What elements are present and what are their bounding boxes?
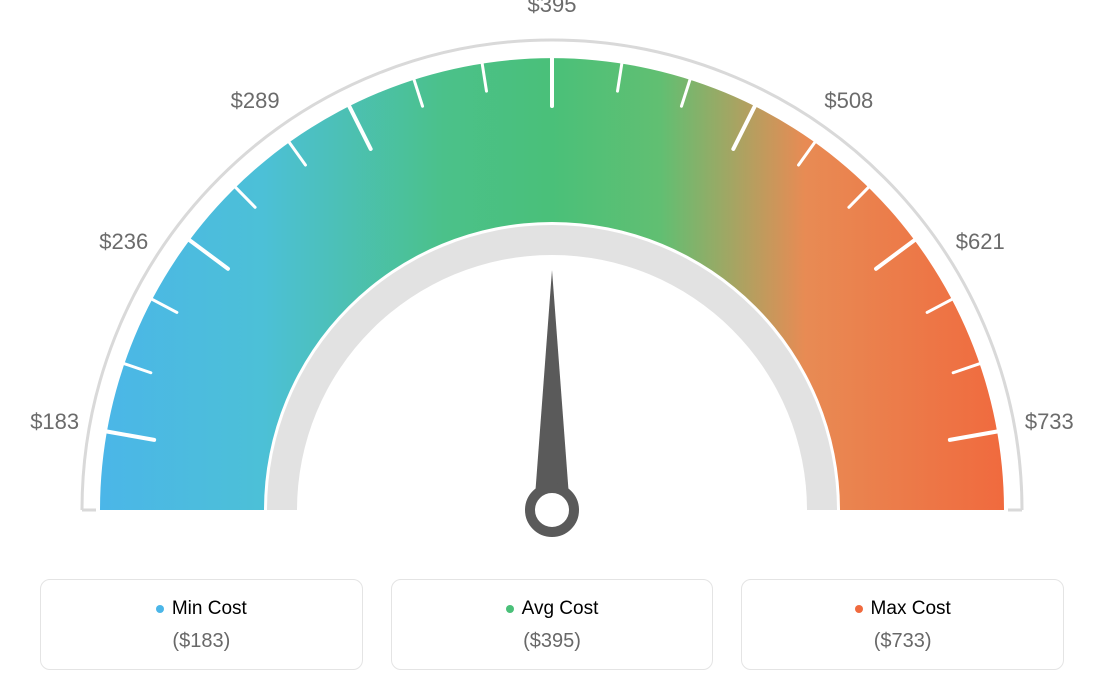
avg-cost-value: ($395) — [402, 630, 703, 653]
max-cost-bullet — [855, 605, 863, 613]
gauge-tick-label: $621 — [956, 229, 1005, 255]
gauge-tick-label: $395 — [528, 0, 577, 18]
gauge-chart: $183 $236 $289 $395 $508 $621 $733 — [0, 0, 1104, 560]
cost-cards-row: Min Cost ($183) Avg Cost ($395) Max Cost… — [40, 579, 1064, 670]
min-cost-bullet — [156, 605, 164, 613]
min-cost-label-row: Min Cost — [51, 598, 352, 620]
max-cost-label-row: Max Cost — [752, 598, 1053, 620]
gauge-tick-label: $733 — [1025, 409, 1074, 435]
avg-cost-label: Avg Cost — [522, 598, 599, 620]
gauge-tick-label: $183 — [30, 409, 79, 435]
gauge-svg — [0, 0, 1104, 560]
min-cost-label: Min Cost — [172, 598, 247, 620]
avg-cost-label-row: Avg Cost — [402, 598, 703, 620]
max-cost-value: ($733) — [752, 630, 1053, 653]
max-cost-label: Max Cost — [871, 598, 951, 620]
gauge-tick-label: $289 — [231, 88, 280, 114]
gauge-tick-label: $508 — [824, 88, 873, 114]
gauge-tick-label: $236 — [99, 229, 148, 255]
avg-cost-card: Avg Cost ($395) — [391, 579, 714, 670]
min-cost-card: Min Cost ($183) — [40, 579, 363, 670]
min-cost-value: ($183) — [51, 630, 352, 653]
max-cost-card: Max Cost ($733) — [741, 579, 1064, 670]
avg-cost-bullet — [506, 605, 514, 613]
cost-gauge-widget: $183 $236 $289 $395 $508 $621 $733 Min Cost ($… — [0, 0, 1104, 690]
